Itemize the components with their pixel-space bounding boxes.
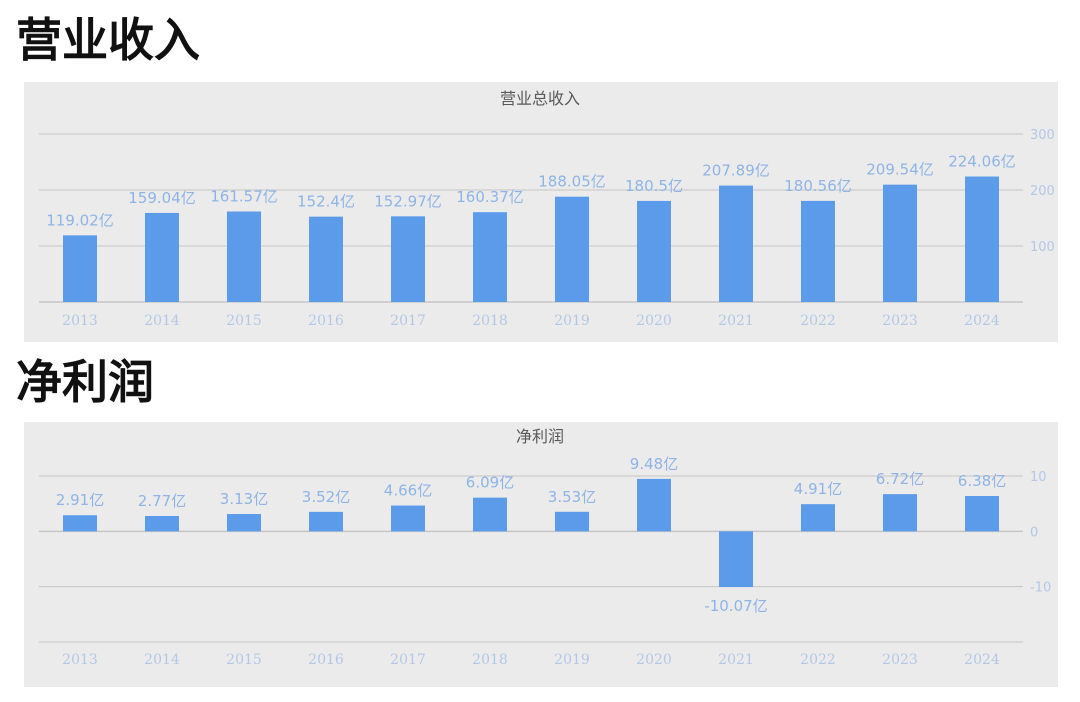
bar [965, 176, 999, 302]
x-tick-label: 2015 [226, 652, 262, 668]
data-label: 180.5亿 [625, 177, 683, 195]
bar [801, 200, 835, 302]
data-label: 224.06亿 [948, 153, 1016, 171]
x-tick-label: 2017 [390, 652, 426, 668]
data-label: 119.02亿 [46, 211, 114, 229]
x-tick-label: 2020 [636, 313, 672, 329]
data-label: 2.91亿 [56, 491, 104, 509]
bar [883, 184, 917, 302]
bar [555, 196, 589, 302]
data-label: 161.57亿 [210, 188, 278, 206]
x-tick-label: 2018 [472, 313, 508, 329]
bar [801, 504, 835, 532]
x-tick-label: 2022 [800, 313, 836, 329]
bar [719, 185, 753, 302]
x-tick-label: 2014 [144, 652, 180, 668]
bar [473, 497, 507, 532]
x-tick-label: 2023 [882, 313, 918, 329]
x-tick-label: 2020 [636, 652, 672, 668]
x-tick-label: 2021 [718, 313, 754, 329]
bar [63, 515, 97, 532]
bar [637, 200, 671, 302]
data-label: 4.66亿 [384, 482, 432, 500]
data-label: 188.05亿 [538, 173, 606, 191]
bar [145, 212, 179, 302]
x-tick-label: 2023 [882, 652, 918, 668]
y-tick-label: 10 [1030, 470, 1047, 485]
revenue-bar-chart: 营业总收入 100 200 300 119.02亿 2013 159.04亿 2014 161.… [39, 89, 1055, 329]
data-label: 209.54亿 [866, 161, 934, 179]
x-tick-label: 2017 [390, 313, 426, 329]
data-label: 207.89亿 [702, 162, 770, 180]
net-profit-chart-panel: 净利润 -10 0 10 2.91亿 2013 2.77亿 2014 3.13亿 2015 3.52… [24, 422, 1058, 687]
x-tick-label: 2019 [554, 313, 590, 329]
x-tick-label: 2019 [554, 652, 590, 668]
y-tick-label: -10 [1030, 581, 1051, 596]
net-profit-heading: 净利润 [16, 355, 154, 409]
x-tick-label: 2015 [226, 313, 262, 329]
data-label: 3.53亿 [548, 488, 596, 506]
data-label: 6.72亿 [876, 470, 924, 488]
bar [309, 511, 343, 532]
x-tick-label: 2016 [308, 313, 344, 329]
data-label: 4.91亿 [794, 480, 842, 498]
x-tick-label: 2014 [144, 313, 180, 329]
bar [145, 516, 179, 532]
data-label: 180.56亿 [784, 177, 852, 195]
bar [473, 212, 507, 302]
data-label: 3.13亿 [220, 490, 268, 508]
y-tick-label: 200 [1030, 184, 1055, 199]
data-label: 2.77亿 [138, 492, 186, 510]
x-tick-label: 2013 [62, 313, 98, 329]
net-profit-bar-chart: 净利润 -10 0 10 2.91亿 2013 2.77亿 2014 3.13亿 2015 3.52… [39, 427, 1051, 668]
data-label: 160.37亿 [456, 188, 524, 206]
bar [309, 216, 343, 302]
data-label: 3.52亿 [302, 488, 350, 506]
data-label: 9.48亿 [630, 455, 678, 473]
bar [391, 505, 425, 532]
chart-title: 净利润 [516, 427, 564, 446]
x-tick-label: 2016 [308, 652, 344, 668]
data-label: -10.07亿 [704, 597, 767, 615]
bar [883, 494, 917, 532]
bar [391, 216, 425, 302]
chart-title: 营业总收入 [500, 89, 580, 108]
bar [555, 511, 589, 532]
x-tick-label: 2024 [964, 652, 1000, 668]
x-tick-label: 2024 [964, 313, 1000, 329]
revenue-chart-panel: 营业总收入 100 200 300 119.02亿 2013 159.04亿 2014 161.… [24, 82, 1058, 342]
x-tick-label: 2021 [718, 652, 754, 668]
bar [227, 514, 261, 532]
x-tick-label: 2013 [62, 652, 98, 668]
bar [719, 531, 753, 588]
x-tick-label: 2022 [800, 652, 836, 668]
data-label: 159.04亿 [128, 189, 196, 207]
y-tick-label: 100 [1030, 240, 1055, 255]
bar [637, 478, 671, 532]
bar [227, 211, 261, 302]
revenue-heading: 营业收入 [16, 13, 200, 67]
x-tick-label: 2018 [472, 652, 508, 668]
data-label: 6.38亿 [958, 472, 1006, 490]
y-tick-label: 0 [1030, 525, 1038, 540]
data-label: 152.97亿 [374, 192, 442, 210]
bar [63, 235, 97, 302]
data-label: 152.4亿 [297, 193, 355, 211]
data-label: 6.09亿 [466, 474, 514, 492]
y-tick-label: 300 [1030, 128, 1055, 143]
bar [965, 496, 999, 532]
